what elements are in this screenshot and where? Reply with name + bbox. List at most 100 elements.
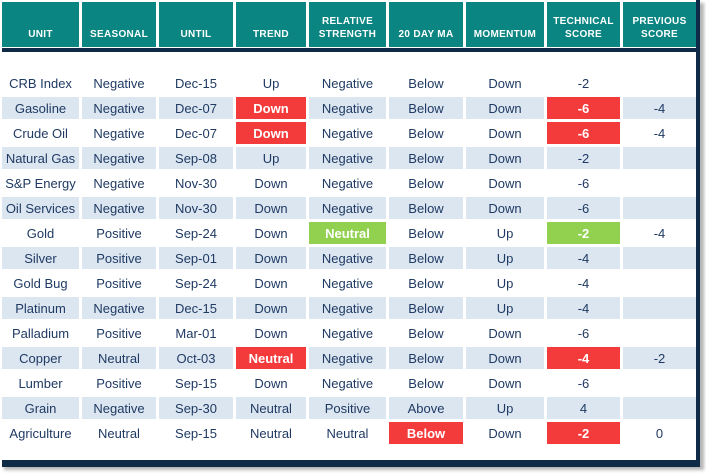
cell-momentum: Down xyxy=(466,72,544,94)
cell-previous_score: -4 xyxy=(623,97,696,119)
cell-ma_20_day: Below xyxy=(389,422,463,444)
cell-previous_score xyxy=(623,322,696,344)
cell-technical_score: -6 xyxy=(547,372,620,394)
cell-technical_score: -4 xyxy=(547,272,620,294)
cell-relative_strength: Negative xyxy=(309,197,386,219)
cell-trend: Down xyxy=(236,122,306,144)
cell-trend: Down xyxy=(236,172,306,194)
cell-ma_20_day: Below xyxy=(389,97,463,119)
cell-seasonal: Positive xyxy=(82,322,156,344)
cell-seasonal: Negative xyxy=(82,297,156,319)
cell-previous_score xyxy=(623,272,696,294)
cell-ma_20_day: Below xyxy=(389,147,463,169)
cell-relative_strength: Negative xyxy=(309,347,386,369)
cell-until: Sep-30 xyxy=(159,397,233,419)
cell-seasonal: Neutral xyxy=(82,347,156,369)
cell-trend: Neutral xyxy=(236,422,306,444)
cell-technical_score: -2 xyxy=(547,72,620,94)
cell-ma_20_day: Above xyxy=(389,397,463,419)
cell-previous_score xyxy=(623,147,696,169)
cell-ma_20_day: Below xyxy=(389,247,463,269)
cell-technical_score: -2 xyxy=(547,222,620,244)
cell-momentum: Down xyxy=(466,347,544,369)
cell-unit: Gasoline xyxy=(2,97,79,119)
cell-momentum: Up xyxy=(466,297,544,319)
cell-momentum: Down xyxy=(466,322,544,344)
cell-momentum: Up xyxy=(466,397,544,419)
cell-trend: Up xyxy=(236,72,306,94)
cell-trend: Down xyxy=(236,197,306,219)
cell-unit: Silver xyxy=(2,247,79,269)
cell-ma_20_day: Below xyxy=(389,72,463,94)
cell-relative_strength: Negative xyxy=(309,297,386,319)
cell-unit: Grain xyxy=(2,397,79,419)
cell-technical_score: -6 xyxy=(547,197,620,219)
cell-ma_20_day: Below xyxy=(389,272,463,294)
cell-until: Sep-08 xyxy=(159,147,233,169)
cell-relative_strength: Negative xyxy=(309,272,386,294)
cell-seasonal: Negative xyxy=(82,397,156,419)
cell-technical_score: 4 xyxy=(547,397,620,419)
cell-relative_strength: Negative xyxy=(309,372,386,394)
cell-unit: CRB Index xyxy=(2,72,79,94)
cell-previous_score: -4 xyxy=(623,222,696,244)
cell-ma_20_day: Below xyxy=(389,197,463,219)
top-spacer-row xyxy=(2,52,696,72)
cell-technical_score: -6 xyxy=(547,322,620,344)
cell-momentum: Up xyxy=(466,272,544,294)
header-separator xyxy=(2,48,696,52)
cell-ma_20_day: Below xyxy=(389,297,463,319)
cell-unit: Natural Gas xyxy=(2,147,79,169)
cell-technical_score: -4 xyxy=(547,247,620,269)
cell-momentum: Up xyxy=(466,222,544,244)
cell-unit: S&P Energy xyxy=(2,172,79,194)
cell-seasonal: Neutral xyxy=(82,422,156,444)
cell-previous_score: -2 xyxy=(623,347,696,369)
cell-trend: Neutral xyxy=(236,397,306,419)
cell-relative_strength: Negative xyxy=(309,172,386,194)
column-header-ma_20_day: 20 DAY MA xyxy=(389,2,463,47)
cell-technical_score: -6 xyxy=(547,97,620,119)
cell-previous_score xyxy=(623,397,696,419)
cell-until: Dec-15 xyxy=(159,297,233,319)
cell-unit: Gold xyxy=(2,222,79,244)
cell-relative_strength: Negative xyxy=(309,322,386,344)
cell-relative_strength: Positive xyxy=(309,397,386,419)
cell-relative_strength: Negative xyxy=(309,247,386,269)
cell-until: Sep-01 xyxy=(159,247,233,269)
cell-technical_score: -6 xyxy=(547,122,620,144)
cell-previous_score: 0 xyxy=(623,422,696,444)
cell-seasonal: Positive xyxy=(82,372,156,394)
cell-unit: Crude Oil xyxy=(2,122,79,144)
cell-ma_20_day: Below xyxy=(389,122,463,144)
column-header-previous_score: PREVIOUS SCORE xyxy=(623,2,696,47)
cell-previous_score xyxy=(623,197,696,219)
cell-trend: Down xyxy=(236,222,306,244)
cell-seasonal: Positive xyxy=(82,247,156,269)
cell-trend: Up xyxy=(236,147,306,169)
column-header-technical_score: TECHNICAL SCORE xyxy=(547,2,620,47)
cell-momentum: Down xyxy=(466,372,544,394)
cell-ma_20_day: Below xyxy=(389,347,463,369)
table-body: CRB Index Negative Dec-15 Up Negative Below Do… xyxy=(2,72,696,444)
cell-momentum: Down xyxy=(466,122,544,144)
cell-seasonal: Positive xyxy=(82,272,156,294)
cell-relative_strength: Negative xyxy=(309,72,386,94)
cell-unit: Agriculture xyxy=(2,422,79,444)
cell-until: Dec-07 xyxy=(159,122,233,144)
column-header-until: UNTIL xyxy=(159,2,233,47)
cell-ma_20_day: Below xyxy=(389,372,463,394)
cell-unit: Platinum xyxy=(2,297,79,319)
column-header-momentum: MOMENTUM xyxy=(466,2,544,47)
cell-until: Sep-24 xyxy=(159,222,233,244)
cell-momentum: Down xyxy=(466,172,544,194)
cell-seasonal: Negative xyxy=(82,72,156,94)
cell-until: Sep-15 xyxy=(159,422,233,444)
column-header-seasonal: SEASONAL xyxy=(82,2,156,47)
cell-unit: Lumber xyxy=(2,372,79,394)
cell-technical_score: -4 xyxy=(547,297,620,319)
cell-ma_20_day: Below xyxy=(389,322,463,344)
cell-momentum: Down xyxy=(466,422,544,444)
cell-unit: Gold Bug xyxy=(2,272,79,294)
cell-unit: Copper xyxy=(2,347,79,369)
